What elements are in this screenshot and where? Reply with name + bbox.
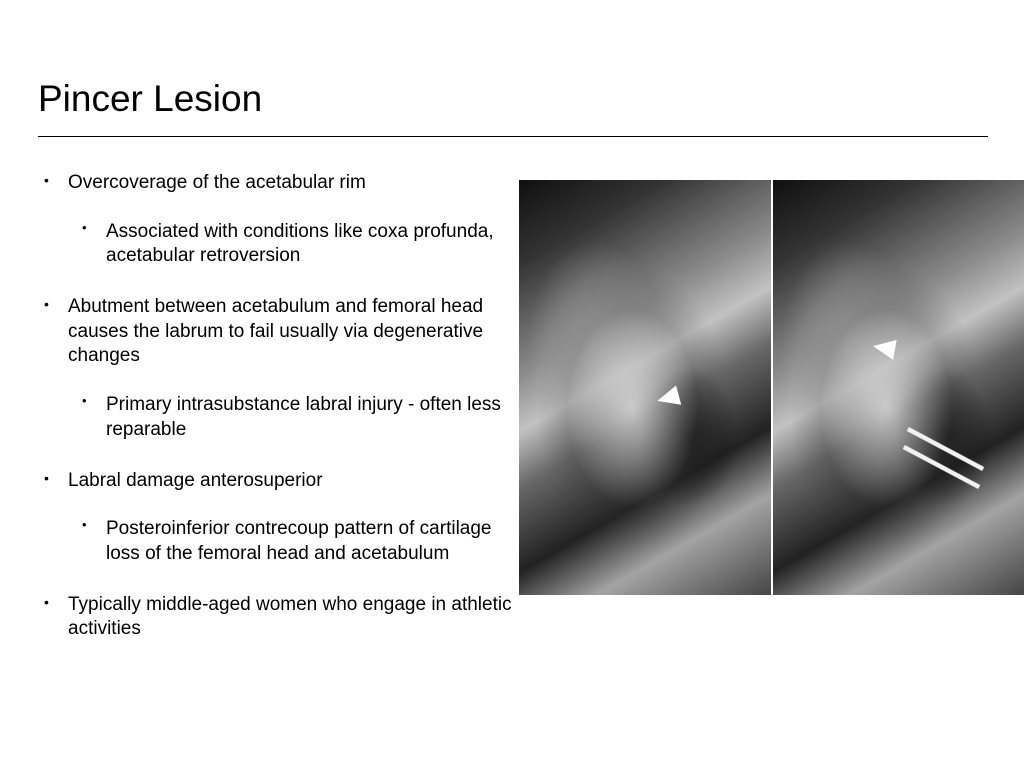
surgical-screws-icon — [903, 437, 983, 507]
title-divider — [38, 136, 988, 137]
indicator-arrow-icon — [655, 385, 681, 410]
content-area: Overcoverage of the acetabular rim Assoc… — [38, 165, 986, 668]
bullet-item: Overcoverage of the acetabular rim Assoc… — [38, 171, 518, 269]
sub-bullet-text: Primary intrasubstance labral injury - o… — [106, 394, 501, 440]
sub-bullet-list: Primary intrasubstance labral injury - o… — [68, 393, 518, 442]
image-panel — [519, 180, 1024, 595]
bullet-text: Labral damage anterosuperior — [68, 470, 323, 491]
bullet-item: Labral damage anterosuperior Posteroinfe… — [38, 469, 518, 567]
bullet-item: Typically middle-aged women who engage i… — [38, 593, 518, 642]
bullet-list: Overcoverage of the acetabular rim Assoc… — [38, 171, 518, 642]
sub-bullet-text: Associated with conditions like coxa pro… — [106, 221, 494, 267]
indicator-arrow-icon — [872, 336, 897, 360]
bullet-item: Abutment between acetabulum and femoral … — [38, 295, 518, 442]
bullet-text: Typically middle-aged women who engage i… — [68, 594, 512, 640]
sub-bullet-item: Posteroinferior contrecoup pattern of ca… — [68, 517, 518, 566]
xray-image-right — [773, 180, 1024, 595]
sub-bullet-item: Associated with conditions like coxa pro… — [68, 220, 518, 269]
bullet-text: Abutment between acetabulum and femoral … — [68, 296, 483, 366]
bullet-text: Overcoverage of the acetabular rim — [68, 172, 366, 193]
xray-image-left — [519, 180, 771, 595]
slide: Pincer Lesion Overcoverage of the acetab… — [0, 0, 1024, 768]
sub-bullet-list: Associated with conditions like coxa pro… — [68, 220, 518, 269]
sub-bullet-text: Posteroinferior contrecoup pattern of ca… — [106, 518, 492, 564]
sub-bullet-list: Posteroinferior contrecoup pattern of ca… — [68, 517, 518, 566]
sub-bullet-item: Primary intrasubstance labral injury - o… — [68, 393, 518, 442]
slide-title: Pincer Lesion — [38, 78, 986, 120]
text-column: Overcoverage of the acetabular rim Assoc… — [38, 165, 518, 668]
